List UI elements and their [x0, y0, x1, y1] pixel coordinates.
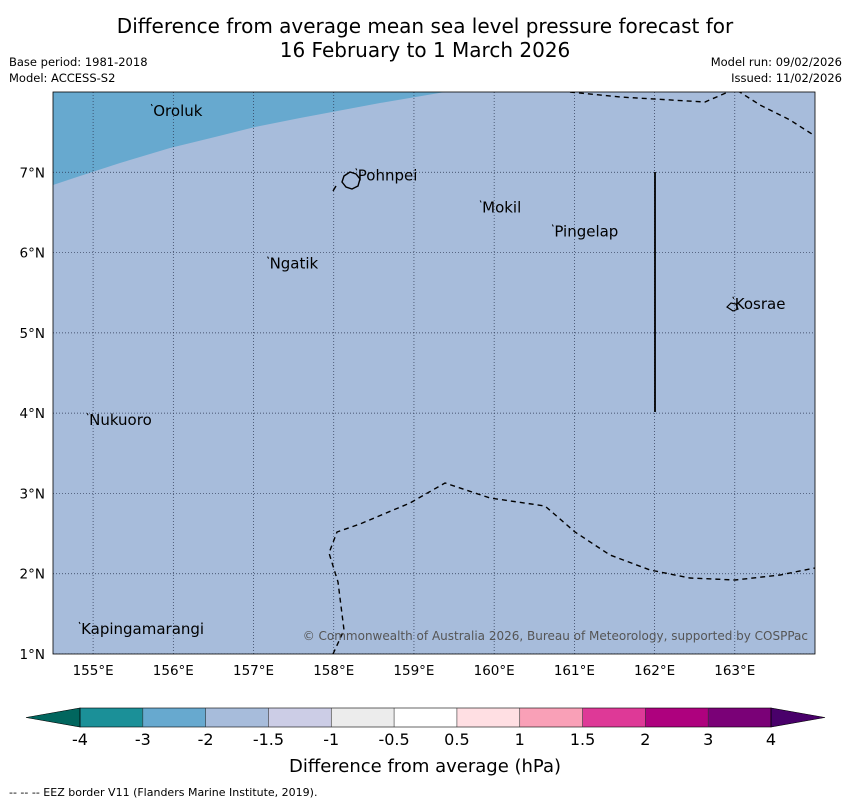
lon-tick-label: 162°E — [634, 663, 675, 679]
lon-tick-label: 160°E — [474, 663, 515, 679]
place-label-kapingamarangi: Kapingamarangi — [81, 620, 204, 638]
colorbar-segment — [645, 708, 709, 727]
colorbar-tick-label: -0.5 — [378, 730, 409, 749]
colorbar: -4 -3 -2 -1.5 -1 -0.5 0.5 1 1.5 2 3 4 — [25, 707, 826, 749]
colorbar-tick-label: -1.5 — [253, 730, 284, 749]
lat-tick-label: 1°N — [20, 647, 45, 663]
colorbar-tick-label: -3 — [135, 730, 151, 749]
colorbar-tick-label: 1 — [515, 730, 525, 749]
axis-tick-labels: 155°E 156°E 157°E 158°E 159°E 160°E 161°E 162°E… — [20, 165, 756, 679]
colorbar-title: Difference from average (hPa) — [289, 756, 561, 777]
lat-tick-label: 6°N — [20, 246, 45, 262]
place-label-mokil: Mokil — [482, 198, 521, 216]
colorbar-segment — [582, 708, 646, 727]
place-marker — [551, 224, 554, 227]
colorbar-segment — [142, 708, 207, 727]
chart-title-line2: 16 February to 1 March 2026 — [279, 38, 571, 62]
pohnpei-island-outline — [341, 171, 361, 190]
model-run-text: Model run: 09/02/2026 — [710, 55, 842, 69]
place-marker — [78, 621, 81, 625]
lon-tick-label: 161°E — [554, 663, 595, 679]
lon-tick-label: 159°E — [393, 663, 434, 679]
graticule — [53, 92, 815, 654]
colorbar-segment — [708, 708, 772, 727]
place-labels: Oroluk Pohnpei Mokil Pingelap Ngatik Kosrae Nu… — [78, 102, 786, 638]
colorbar-tick-label: 0.5 — [444, 730, 469, 749]
place-marker — [355, 168, 358, 171]
model-text: Model: ACCESS-S2 — [9, 71, 116, 85]
issued-text: Issued: 11/02/2026 — [731, 71, 842, 85]
colorbar-tick-label: 2 — [640, 730, 650, 749]
place-marker — [86, 412, 89, 416]
base-period-text: Base period: 1981-2018 — [9, 55, 148, 69]
colorbar-segment — [394, 708, 458, 727]
colorbar-tick-label: 3 — [703, 730, 713, 749]
lon-tick-label: 163°E — [714, 663, 755, 679]
place-marker — [150, 103, 153, 107]
colorbar-segment — [205, 708, 269, 727]
place-label-pingelap: Pingelap — [554, 223, 618, 241]
lon-tick-label: 156°E — [153, 663, 194, 679]
lat-tick-label: 7°N — [20, 165, 45, 181]
copyright-credit: © Commonwealth of Australia 2026, Bureau… — [303, 629, 808, 643]
pressure-fill-northwest — [53, 92, 445, 185]
lat-tick-label: 4°N — [20, 406, 45, 422]
chart-title-line1: Difference from average mean sea level p… — [116, 14, 734, 38]
colorbar-segment — [80, 708, 144, 727]
pressure-fill-background — [53, 92, 815, 654]
colorbar-tick-label: -4 — [72, 730, 88, 749]
colorbar-segment — [268, 708, 332, 727]
place-marker — [479, 200, 482, 203]
place-marker — [267, 256, 270, 259]
colorbar-extend-low — [25, 707, 81, 728]
lat-tick-label: 2°N — [20, 567, 45, 583]
colorbar-tick-label: -1 — [323, 730, 339, 749]
colorbar-segment — [456, 708, 521, 727]
map-frame — [52, 91, 816, 655]
place-label-nukuoro: Nukuoro — [89, 411, 152, 429]
place-marker — [732, 296, 735, 299]
lon-tick-label: 158°E — [313, 663, 354, 679]
place-label-oroluk: Oroluk — [153, 102, 202, 120]
place-label-pohnpei: Pohnpei — [358, 166, 418, 184]
place-label-ngatik: Ngatik — [270, 255, 319, 273]
colorbar-tick-label: -2 — [198, 730, 214, 749]
colorbar-segment — [331, 708, 395, 727]
eez-border-fragment — [332, 185, 337, 192]
colorbar-segment — [519, 708, 584, 727]
lon-tick-label: 155°E — [73, 663, 114, 679]
eez-border-footnote: -- -- -- EEZ border V11 (Flanders Marine… — [9, 786, 318, 799]
colorbar-outline — [79, 707, 772, 728]
lon-tick-label: 157°E — [233, 663, 274, 679]
lat-tick-label: 5°N — [20, 326, 45, 342]
colorbar-tick-label: 4 — [766, 730, 776, 749]
lat-tick-label: 3°N — [20, 486, 45, 502]
kosrae-island-outline — [726, 302, 739, 312]
colorbar-extend-high — [770, 707, 826, 728]
colorbar-tick-label: 1.5 — [570, 730, 595, 749]
place-label-kosrae: Kosrae — [735, 295, 786, 313]
